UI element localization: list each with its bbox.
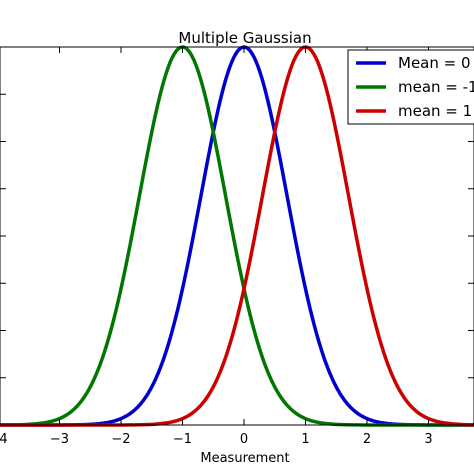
legend-label-2: mean = 1 [398,102,472,120]
x-tick-label: 2 [363,432,371,447]
legend-label-0: Mean = 0 [398,54,471,72]
x-tick-label: −3 [50,432,69,447]
x-tick-label: −1 [173,432,192,447]
legend: Mean = 0 mean = -1 mean = 1 [347,49,474,125]
plot-frame [0,46,474,426]
x-tick-label: −2 [111,432,130,447]
x-axis-label: Measurement [200,451,289,466]
x-tick-label: −4 [0,432,8,447]
x-tick-label: 1 [301,432,309,447]
x-tick-label: 0 [240,432,248,447]
x-tick-label: 3 [424,432,432,447]
chart-title: Multiple Gaussian [178,29,311,47]
legend-label-1: mean = -1 [398,78,474,96]
